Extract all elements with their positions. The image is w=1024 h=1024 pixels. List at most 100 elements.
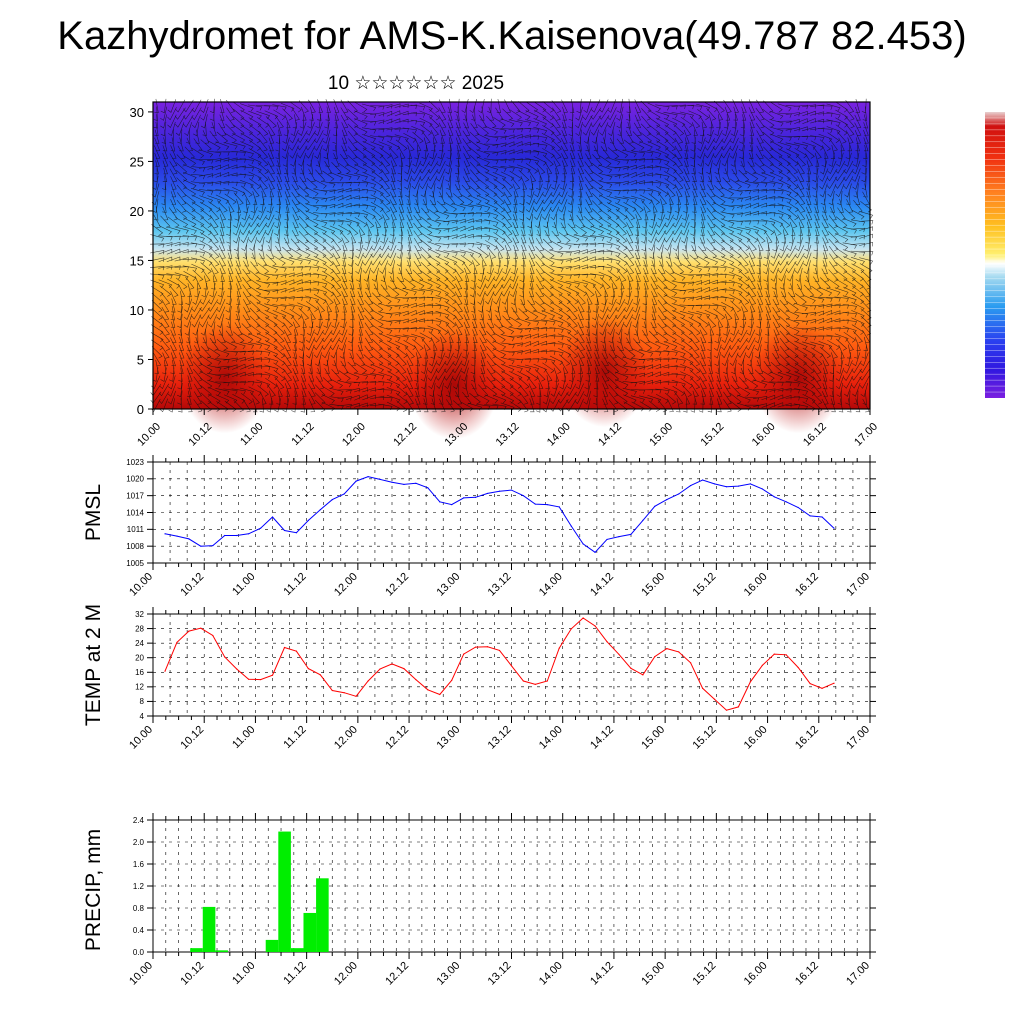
wind-barb <box>486 322 496 336</box>
wind-barb <box>427 161 439 174</box>
wind-barb <box>708 359 713 374</box>
wind-barb <box>664 315 677 328</box>
wind-barb <box>404 168 413 182</box>
wind-barb <box>508 141 523 148</box>
wind-barb <box>754 231 766 244</box>
wind-barb <box>283 237 292 252</box>
wind-barb <box>431 398 437 413</box>
wind-barb <box>341 306 346 321</box>
wind-barb <box>835 367 845 382</box>
wind-barb <box>390 267 395 283</box>
wind-barb <box>451 203 466 212</box>
wind-barb <box>634 260 642 275</box>
wind-barb <box>826 318 841 324</box>
wind-barb <box>803 147 815 159</box>
wind-barb <box>502 223 513 236</box>
wind-barb <box>158 265 173 270</box>
temp-point <box>749 681 751 683</box>
wind-barb <box>664 237 674 251</box>
wind-barb <box>508 350 523 355</box>
wind-barb <box>655 230 667 243</box>
wind-barb <box>647 350 662 356</box>
wind-barb <box>633 290 639 306</box>
wind-barb <box>622 189 637 194</box>
wind-barb <box>812 376 822 390</box>
wind-barb <box>698 160 704 175</box>
wind-barb <box>729 352 739 367</box>
wind-barb <box>583 215 595 228</box>
wind-barb <box>861 344 867 359</box>
wind-barb <box>567 307 578 321</box>
wind-barb <box>160 121 167 137</box>
wind-barb <box>346 163 360 174</box>
wind-barb <box>463 336 468 352</box>
wind-barb <box>696 273 711 278</box>
temp-point <box>498 649 501 652</box>
wind-barb <box>437 344 444 359</box>
wind-barb <box>321 203 336 209</box>
wind-barb <box>436 375 446 389</box>
wind-barb <box>680 347 694 358</box>
wind-barb <box>818 335 833 341</box>
wind-barb <box>793 396 809 403</box>
wind-barb <box>860 308 872 320</box>
wind-barb <box>248 117 262 128</box>
wind-barb <box>396 400 408 413</box>
wind-barb <box>391 168 396 183</box>
temp-xtick-label: 16.12 <box>793 724 821 752</box>
wind-barb <box>412 183 420 198</box>
wind-barb <box>740 114 746 129</box>
wind-barb <box>593 398 599 413</box>
wind-barb <box>810 318 824 324</box>
wind-barb <box>769 133 784 143</box>
wind-barb <box>714 231 725 244</box>
wind-barb <box>292 222 299 236</box>
wind-barb <box>496 98 501 114</box>
wind-barb <box>805 167 811 183</box>
wind-barb <box>720 273 735 280</box>
wind-barb <box>419 310 434 316</box>
wind-barb <box>728 226 743 235</box>
heatmap-xtick-label: 15.00 <box>647 421 675 449</box>
wind-barb <box>679 288 694 294</box>
wind-barb <box>720 218 735 227</box>
wind-barb <box>406 375 414 390</box>
wind-barb <box>843 217 857 227</box>
wind-barb <box>698 398 704 413</box>
wind-barb <box>805 153 813 167</box>
wind-barb <box>428 255 441 266</box>
wind-barb <box>223 381 238 386</box>
wind-barb <box>516 149 531 155</box>
wind-barb <box>239 381 255 386</box>
wind-barb <box>423 398 429 413</box>
temp-xtick-label: 10.12 <box>178 724 206 752</box>
wind-barb <box>778 155 791 167</box>
wind-barb <box>630 372 646 378</box>
wind-barb <box>378 104 393 109</box>
wind-barb <box>428 375 437 390</box>
wind-barb <box>850 227 866 233</box>
wind-barb <box>258 146 269 159</box>
wind-barb <box>299 329 305 344</box>
wind-barb <box>699 167 705 183</box>
wind-barb <box>615 363 629 373</box>
wind-barb <box>495 314 504 328</box>
wind-barb <box>740 160 747 175</box>
wind-barb <box>235 268 242 282</box>
wind-barb <box>240 229 251 244</box>
wind-barb <box>268 129 275 144</box>
wind-barb <box>801 311 817 317</box>
wind-barb <box>690 213 696 229</box>
wind-barb <box>268 390 274 405</box>
wind-barb <box>322 239 334 251</box>
wind-barb <box>853 183 859 198</box>
wind-barb <box>650 252 656 267</box>
wind-barb <box>535 261 545 275</box>
wind-barb <box>454 291 463 305</box>
wind-barb <box>395 385 408 397</box>
wind-barb <box>663 222 675 235</box>
wind-barb <box>405 391 414 405</box>
wind-barb <box>748 99 756 113</box>
wind-barb <box>704 304 719 310</box>
wind-barb <box>396 353 407 367</box>
